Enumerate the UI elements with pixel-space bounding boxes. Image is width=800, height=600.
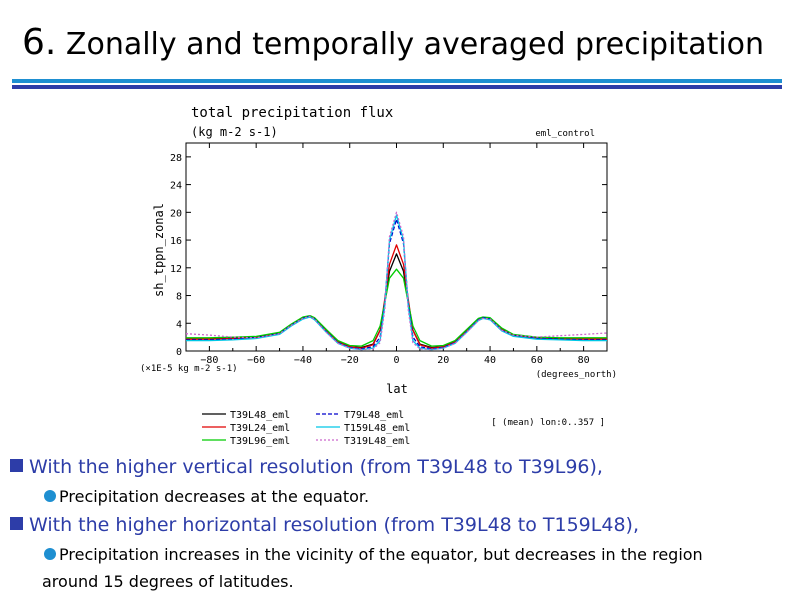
y-tick-label: 20 [170, 208, 182, 219]
legend-label: T39L48_eml [230, 410, 290, 421]
x-tick-label: 40 [484, 355, 496, 366]
x-axis-label: lat [386, 382, 408, 396]
slide-title-text: Zonally and temporally averaged precipit… [65, 27, 765, 62]
y-tick-label: 8 [176, 292, 182, 303]
experiment-label: eml_control [535, 129, 595, 139]
chart-title: total precipitation flux [191, 105, 393, 121]
x-tick-label: −80 [200, 355, 218, 366]
slide-title: 6. Zonally and temporally averaged preci… [22, 22, 764, 63]
y-tick-label: 28 [170, 153, 182, 164]
y-tick-label: 12 [170, 264, 182, 275]
series-line-t79l48-eml [186, 218, 607, 350]
chart-units: (kg m-2 s-1) [191, 125, 278, 139]
x-tick-label: −40 [294, 355, 312, 366]
series-line-t39l24-eml [186, 244, 607, 349]
x-tick-label: 0 [393, 355, 399, 366]
chart-axes: 0 4 8 12 16 20 24 28 −80 −60 −40 −20 0 20 40 60 80 [170, 142, 608, 366]
y-tick-label: 24 [170, 181, 182, 192]
x-units-label: (degrees_north) [536, 370, 617, 380]
y-tick-label: 0 [176, 347, 182, 358]
y-axis-label: sh_tppn_zonal [152, 203, 166, 297]
plot-frame [185, 142, 608, 352]
series-line-t159l48-eml [186, 214, 607, 351]
y-scale-label: (×1E-5 kg m-2 s-1) [140, 364, 238, 374]
y-tick-label: 16 [170, 236, 182, 247]
series-line-t39l48-eml [186, 253, 607, 349]
title-rule-bottom [12, 85, 782, 89]
y-tick-label: 4 [176, 319, 182, 330]
title-rule-top [12, 79, 782, 83]
x-tick-label: 80 [578, 355, 590, 366]
chart-series [185, 211, 608, 351]
series-line-t319l48-eml [185, 211, 608, 351]
x-tick-label: −20 [341, 355, 359, 366]
legend-label: T79L48_eml [344, 410, 404, 421]
legend-label: T159L48_eml [344, 423, 410, 434]
x-tick-label: −60 [247, 355, 265, 366]
slide-number: 6. [22, 22, 57, 63]
legend-label: T39L96_eml [230, 436, 290, 447]
chart-legend: T39L48_eml T39L24_eml T39L96_eml T79L48_eml… [202, 410, 410, 447]
x-tick-label: 60 [531, 355, 543, 366]
series-line-t39l96-eml [186, 268, 607, 347]
legend-label: T319L48_eml [344, 436, 410, 447]
averaging-note: [ (mean) lon:0..357 ] [491, 418, 605, 428]
x-tick-label: 20 [437, 355, 449, 366]
legend-label: T39L24_eml [230, 423, 290, 434]
